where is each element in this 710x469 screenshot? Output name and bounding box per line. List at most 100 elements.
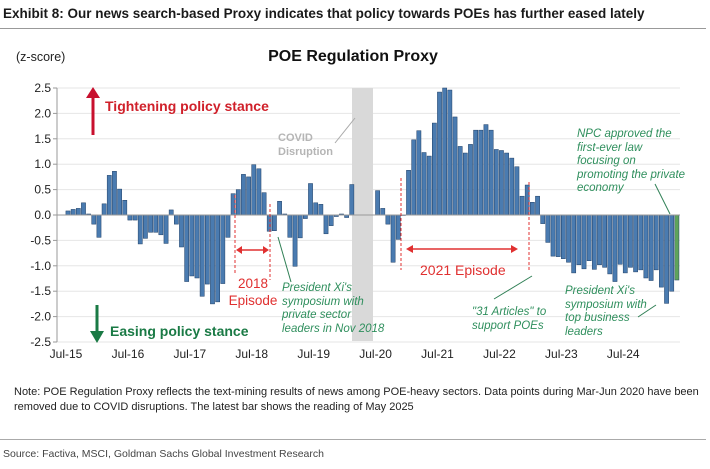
episode-2018-marker: [234, 195, 271, 280]
bar: [643, 214, 649, 279]
bar: [112, 171, 117, 216]
bar: [272, 214, 277, 231]
x-tick-label: Jul-18: [235, 347, 268, 361]
bar-chart: 2.5 2.0 1.5 1.0 0.5 0.0 -0.5 -1.0 -1.5 -2.0 -2.5 J…: [30, 81, 680, 361]
xi-2018-annotation: President Xi's symposium with private se…: [282, 282, 385, 335]
bar: [530, 202, 535, 216]
articles-31-pointer: [493, 275, 533, 300]
covid-pointer: [334, 117, 356, 144]
x-tick-label: Jul-17: [173, 347, 206, 361]
bar: [313, 202, 319, 216]
bar: [323, 214, 329, 235]
bar: [210, 214, 215, 305]
bar: [81, 202, 86, 216]
bar: [246, 176, 251, 216]
bar: [406, 170, 411, 216]
bar: [235, 189, 241, 216]
bar: [303, 214, 308, 219]
y-axis-label: (z-score): [16, 50, 66, 64]
bar: [653, 214, 659, 271]
header-divider: [0, 28, 706, 29]
bar: [385, 214, 391, 225]
bar: [468, 144, 473, 216]
bar: [148, 214, 153, 233]
y-tick-label: 0.5: [34, 183, 51, 197]
bar: [638, 214, 644, 271]
x-tick-label: Jul-20: [359, 347, 392, 361]
y-tick-label: -1.0: [30, 259, 51, 273]
bar: [555, 214, 561, 257]
bar: [106, 175, 112, 216]
bar: [122, 200, 128, 216]
bar: [241, 174, 246, 216]
bar: [70, 209, 76, 216]
bar: [91, 214, 97, 225]
bar: [101, 203, 107, 216]
bar: [261, 192, 267, 216]
bar: [318, 204, 324, 216]
bar: [416, 130, 422, 216]
bar: [581, 214, 587, 270]
y-tick-label: -2.5: [30, 335, 51, 349]
bar-latest: [674, 214, 680, 281]
bar: [437, 91, 442, 216]
xi-2025-annotation: President Xi's symposium with top busine…: [565, 285, 647, 338]
bar: [669, 214, 675, 292]
bar: [390, 214, 396, 263]
bar: [277, 201, 282, 216]
source-line: Source: Factiva, MSCI, Goldman Sachs Glo…: [3, 448, 324, 460]
tightening-label: Tightening policy stance: [105, 98, 269, 114]
bar: [571, 214, 577, 274]
x-tick-label: Jul-23: [545, 347, 578, 361]
bar: [622, 214, 628, 274]
bar: [545, 214, 551, 243]
bar: [143, 214, 148, 239]
y-tick-label: 1.5: [34, 132, 51, 146]
episode-2018-year: 2018: [237, 276, 269, 291]
bar: [519, 195, 525, 216]
bar: [586, 214, 592, 261]
bar: [174, 214, 179, 225]
bar: [168, 209, 174, 216]
bar: [158, 214, 164, 236]
bar: [127, 214, 133, 221]
bar: [251, 164, 257, 216]
bar: [576, 214, 582, 266]
episode-2021-label: 2021 Episode: [420, 262, 506, 278]
bar: [457, 146, 463, 216]
episode-2021-marker: [400, 178, 530, 270]
tightening-arrow-icon: [86, 87, 100, 135]
npc-annotation: NPC approved the first-ever law focusing…: [577, 128, 686, 194]
x-tick-label: Jul-16: [112, 347, 145, 361]
bar: [308, 183, 313, 216]
bar: [591, 214, 597, 270]
bar: [535, 195, 540, 216]
bar: [447, 89, 453, 216]
bar: [189, 214, 195, 277]
bar: [550, 214, 556, 257]
bar: [75, 208, 81, 216]
bar: [561, 214, 566, 259]
bar: [442, 87, 448, 216]
bar: [612, 214, 618, 282]
bar: [540, 214, 546, 224]
covid-label: COVID Disruption: [278, 131, 333, 159]
bar: [349, 184, 355, 216]
bar: [633, 214, 638, 273]
y-tick-label: -1.5: [30, 284, 51, 298]
chart-note: Note: POE Regulation Proxy reflects the …: [14, 386, 699, 413]
bar: [194, 214, 200, 279]
xi-2025-pointer: [637, 304, 657, 318]
bar: [509, 157, 515, 216]
bar: [648, 214, 654, 281]
articles-31-annotation: "31 Articles" to support POEs: [472, 306, 547, 332]
bar: [163, 214, 169, 244]
bar: [462, 152, 468, 216]
exhibit-title: Exhibit 8: Our news search-based Proxy i…: [3, 6, 645, 21]
bar: [204, 214, 210, 285]
episode-2018-word: Episode: [228, 293, 278, 308]
bar: [602, 214, 607, 268]
bar: [184, 214, 190, 282]
bar: [153, 214, 159, 233]
bar: [328, 214, 334, 226]
